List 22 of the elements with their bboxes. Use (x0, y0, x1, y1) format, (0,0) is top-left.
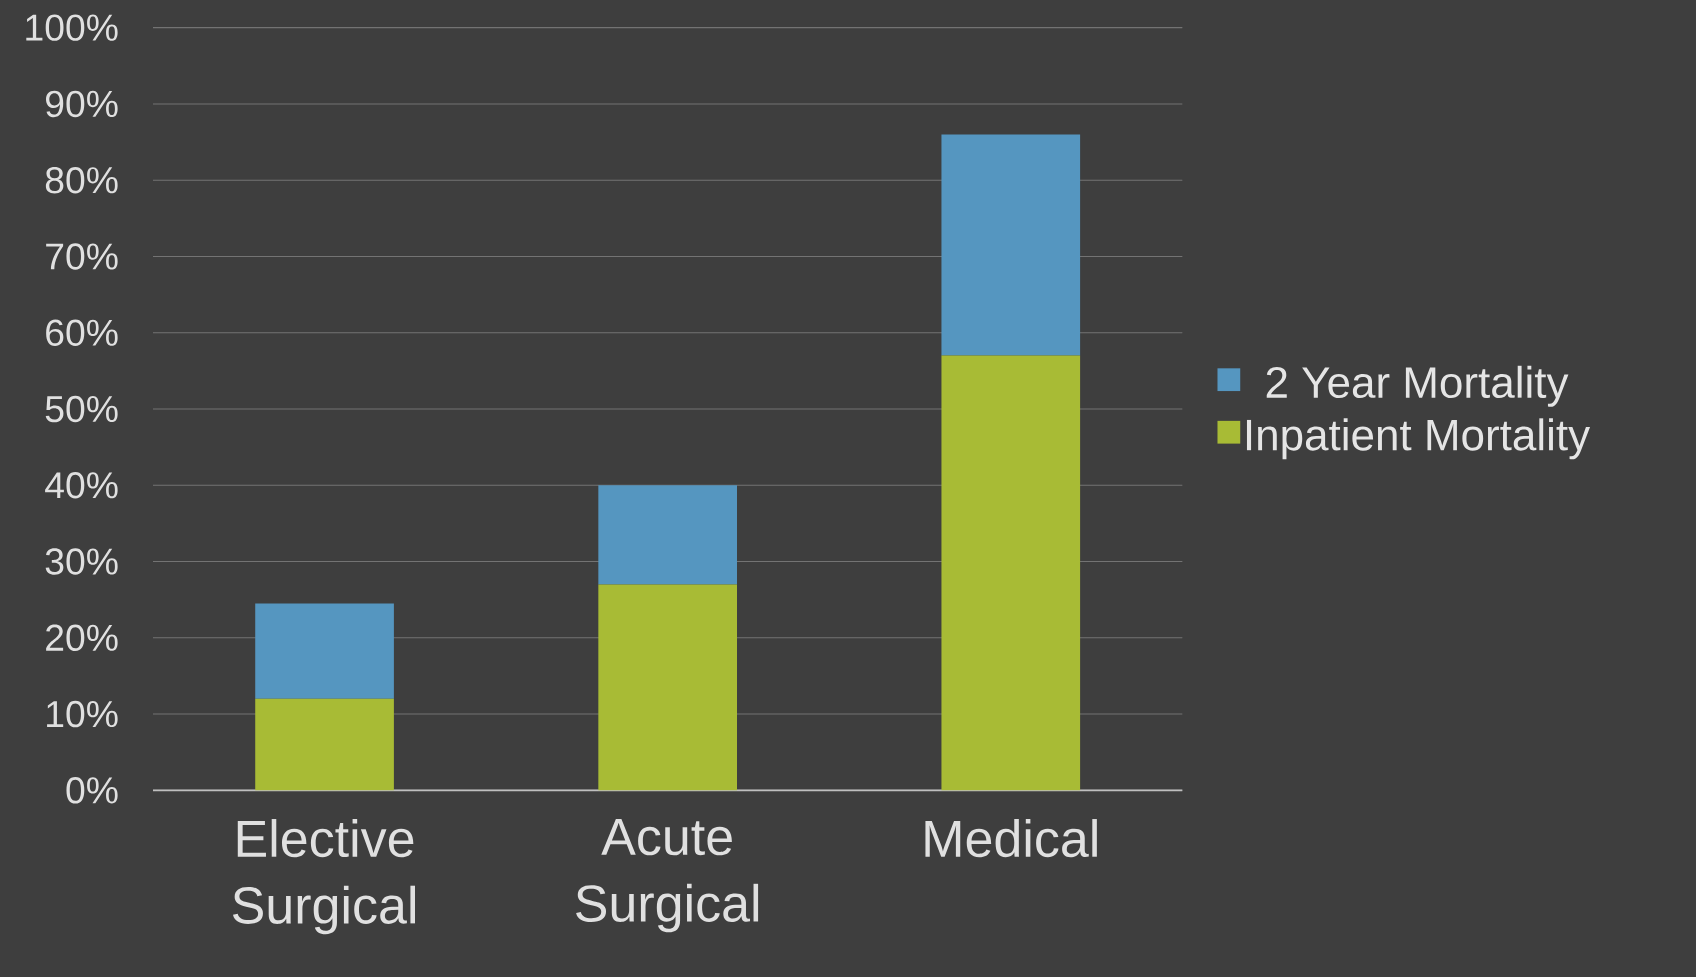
y-tick-label: 0% (66, 776, 118, 804)
bar (255, 603, 394, 699)
y-tick-label: 30% (45, 548, 118, 575)
y-tick-label: 80% (45, 166, 118, 194)
x-tick-label: Medical (925, 818, 1097, 858)
legend-label: 2 Year Mortality (1266, 365, 1569, 407)
y-tick-label: 50% (45, 395, 118, 423)
legend-label: Inpatient Mortality (1246, 418, 1591, 460)
y-tick-label: 100% (26, 14, 118, 41)
x-tick-label: Elective Surgical (232, 818, 415, 935)
bar (598, 485, 737, 585)
y-tick-label: 10% (47, 700, 118, 728)
y-tick-label: 20% (46, 624, 118, 651)
y-tick-label: 90% (45, 90, 118, 117)
x-tick-label: Acute Surgical (576, 818, 759, 933)
bar (255, 698, 394, 791)
bar (941, 355, 1081, 791)
y-tick-label: 70% (46, 243, 118, 270)
y-tick-label: 40% (45, 471, 118, 499)
bar (941, 134, 1081, 356)
bar (598, 584, 737, 791)
y-tick-label: 60% (46, 319, 118, 346)
